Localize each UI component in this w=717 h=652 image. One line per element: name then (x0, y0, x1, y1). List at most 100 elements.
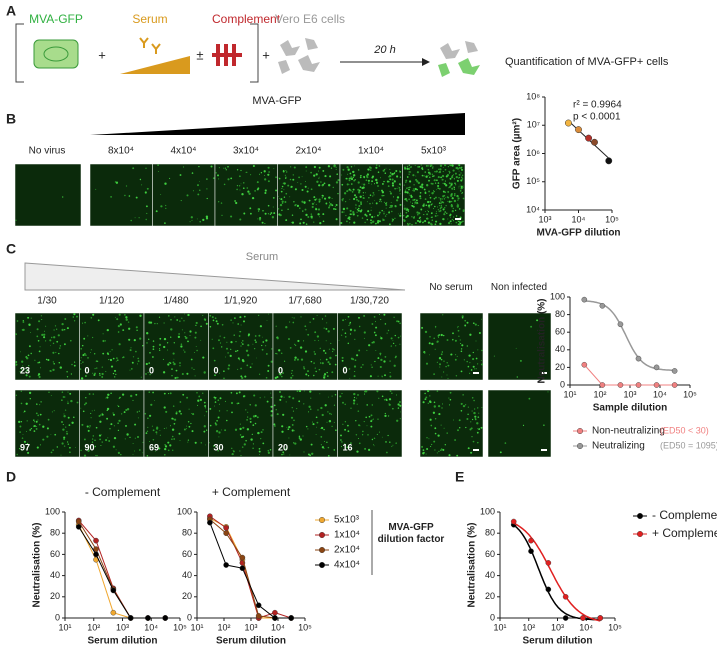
gfp-spot (451, 164, 454, 167)
gfp-spot (381, 209, 383, 212)
gfp-spot (158, 316, 161, 318)
gfp-spot (396, 196, 400, 199)
gfp-spot (464, 319, 467, 322)
gfp-spot (445, 205, 447, 207)
gfp-spot (69, 446, 71, 449)
gfp-spot (273, 404, 276, 407)
gfp-spot (59, 345, 62, 347)
gfp-spot (203, 425, 206, 428)
panel-label: B (6, 111, 16, 127)
gfp-spot (132, 167, 135, 170)
gfp-spot (354, 359, 357, 362)
gfp-spot (230, 341, 233, 344)
gfp-spot (237, 323, 239, 325)
gfp-spot (121, 393, 125, 396)
gfp-spot (146, 187, 149, 190)
gfp-spot (355, 420, 357, 422)
gfp-spot (185, 336, 188, 340)
gfp-spot (440, 204, 443, 207)
gfp-spot (432, 175, 434, 178)
gfp-spot (303, 366, 305, 368)
gfp-spot (214, 401, 217, 403)
gfp-spot (291, 423, 294, 426)
gfp-spot (159, 337, 162, 340)
gfp-spot (279, 203, 283, 207)
gfp-spot (278, 349, 281, 352)
gfp-spot (268, 313, 270, 315)
gfp-spot (408, 198, 410, 200)
gfp-spot (434, 171, 436, 173)
gfp-spot (205, 410, 208, 413)
gfp-spot (382, 219, 384, 221)
gfp-spot (240, 367, 242, 370)
gfp-spot (252, 424, 255, 426)
gfp-spot (142, 345, 144, 347)
gfp-spot (475, 340, 477, 342)
gfp-spot (275, 325, 277, 327)
gfp-spot (459, 190, 462, 192)
gfp-spot (409, 194, 411, 196)
gfp-spot (381, 376, 383, 378)
gfp-spot (427, 211, 430, 213)
gfp-spot (22, 321, 25, 323)
gfp-spot (83, 352, 86, 355)
gfp-spot (449, 213, 451, 215)
gfp-spot (433, 401, 436, 404)
arrow-head (422, 58, 430, 66)
gfp-spot (240, 169, 242, 172)
gfp-spot (431, 212, 433, 214)
gfp-spot (282, 372, 284, 374)
gfp-spot (117, 422, 119, 424)
gfp-spot (130, 347, 132, 349)
gfp-spot (446, 374, 448, 376)
gfp-spot (263, 170, 266, 173)
gfp-spot (409, 171, 412, 173)
gfp-spot (327, 455, 330, 457)
gfp-spot (425, 164, 428, 167)
gfp-spot (477, 363, 479, 365)
y-tick-label: 100 (45, 506, 60, 516)
gfp-spot (438, 336, 440, 338)
gfp-spot (372, 418, 374, 420)
gfp-spot (438, 205, 440, 207)
gfp-spot (436, 390, 439, 392)
gfp-spot (478, 331, 481, 335)
gfp-spot (64, 409, 67, 411)
gfp-spot (367, 210, 370, 213)
gfp-spot (171, 417, 174, 420)
gfp-spot (55, 351, 57, 354)
gfp-spot (249, 420, 252, 423)
gfp-spot (331, 371, 334, 374)
gfp-spot (67, 443, 69, 445)
gfp-spot (26, 369, 28, 372)
gfp-spot (340, 174, 342, 176)
gfp-spot (179, 440, 181, 441)
gfp-spot (202, 392, 204, 394)
gfp-spot (252, 164, 255, 168)
gfp-spot (149, 373, 151, 376)
gfp-spot (368, 344, 371, 347)
gfp-spot (167, 441, 170, 444)
y-tick-label: 60 (182, 549, 192, 559)
gfp-spot (407, 223, 410, 226)
gfp-spot (320, 406, 323, 410)
gfp-spot (400, 212, 402, 214)
gfp-spot (37, 414, 40, 417)
gfp-spot (172, 361, 175, 364)
gfp-spot (135, 326, 138, 329)
gfp-spot (438, 171, 440, 174)
gfp-spot (286, 426, 288, 428)
gfp-spot (205, 217, 209, 220)
gfp-spot (267, 166, 270, 169)
y-tick-label: 10⁸ (526, 91, 540, 101)
gfp-spot (276, 337, 279, 340)
gfp-spot (358, 442, 361, 445)
gfp-spot (168, 361, 170, 363)
gfp-spot (389, 390, 392, 392)
gfp-spot (180, 345, 183, 348)
gfp-spot (187, 313, 190, 317)
gfp-spot (69, 339, 72, 342)
gfp-spot (239, 330, 242, 333)
gfp-spot (366, 218, 369, 221)
gfp-spot (315, 434, 317, 435)
